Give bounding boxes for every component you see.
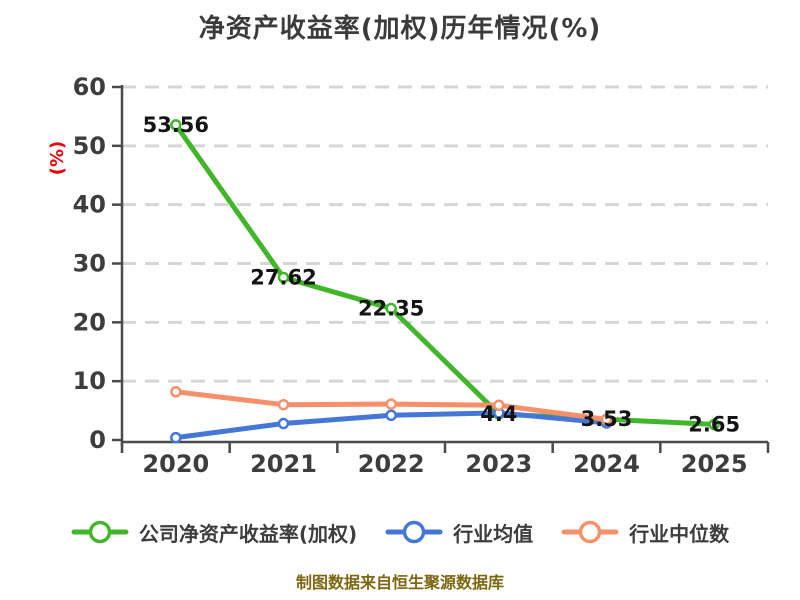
data-point-label: 53.56	[143, 113, 209, 137]
data-point-label: 22.35	[358, 297, 424, 321]
data-point-label: 4.4	[480, 402, 517, 426]
data-point-marker[interactable]	[170, 119, 182, 131]
data-point-marker[interactable]	[277, 271, 290, 284]
legend-label: 公司净资产收益率(加权)	[138, 521, 358, 546]
data-point-marker[interactable]	[170, 431, 182, 444]
data-point-label: 27.62	[250, 266, 316, 290]
data-point-marker[interactable]	[708, 418, 720, 431]
y-axis-tick-label: 60	[73, 73, 106, 101]
data-point-marker[interactable]	[385, 398, 397, 410]
y-axis-tick-label: 0	[89, 426, 106, 454]
x-axis-tick-label: 2021	[250, 450, 317, 478]
y-axis-tick-label: 30	[73, 250, 106, 278]
x-axis-tick-label: 2020	[142, 450, 209, 478]
data-point-marker[interactable]	[493, 399, 505, 412]
data-point-marker[interactable]	[600, 413, 613, 426]
data-point-marker[interactable]	[385, 409, 397, 422]
data-point-label: 2.65	[688, 412, 740, 436]
legend-label: 行业中位数	[629, 521, 730, 546]
data-point-marker[interactable]	[385, 302, 397, 315]
series-line-0	[173, 122, 717, 427]
data-point-marker[interactable]	[277, 398, 290, 411]
chart-title: 净资产收益率(加权)历年情况(%)	[198, 14, 602, 44]
legend-item-1[interactable]: 行业均值	[385, 517, 533, 547]
legend-item-2[interactable]: 行业中位数	[561, 517, 729, 547]
data-point-marker[interactable]	[277, 417, 290, 430]
y-axis-tick-label: 50	[73, 132, 106, 160]
x-axis-tick-label: 2023	[465, 450, 532, 478]
x-axis-tick-label: 2025	[681, 450, 748, 478]
legend-marker-icon	[561, 520, 619, 544]
data-point-marker[interactable]	[170, 386, 182, 398]
x-axis-tick-label: 2022	[358, 450, 425, 478]
chart-legend: 公司净资产收益率(加权) 行业均值 行业中位数	[0, 517, 800, 547]
data-source-note: 制图数据来自恒生聚源数据库	[295, 573, 504, 592]
x-axis-tick-label: 2024	[573, 450, 640, 478]
legend-marker-icon	[385, 520, 443, 544]
y-axis-tick-label: 20	[73, 308, 106, 336]
legend-label: 行业均值	[453, 521, 534, 546]
data-point-label: 3.53	[581, 407, 633, 431]
y-axis-tick-label: 40	[73, 191, 106, 219]
legend-item-0[interactable]: 公司净资产收益率(加权)	[71, 517, 357, 547]
y-axis-tick-label: 10	[73, 367, 106, 395]
legend-marker-icon	[71, 520, 129, 544]
